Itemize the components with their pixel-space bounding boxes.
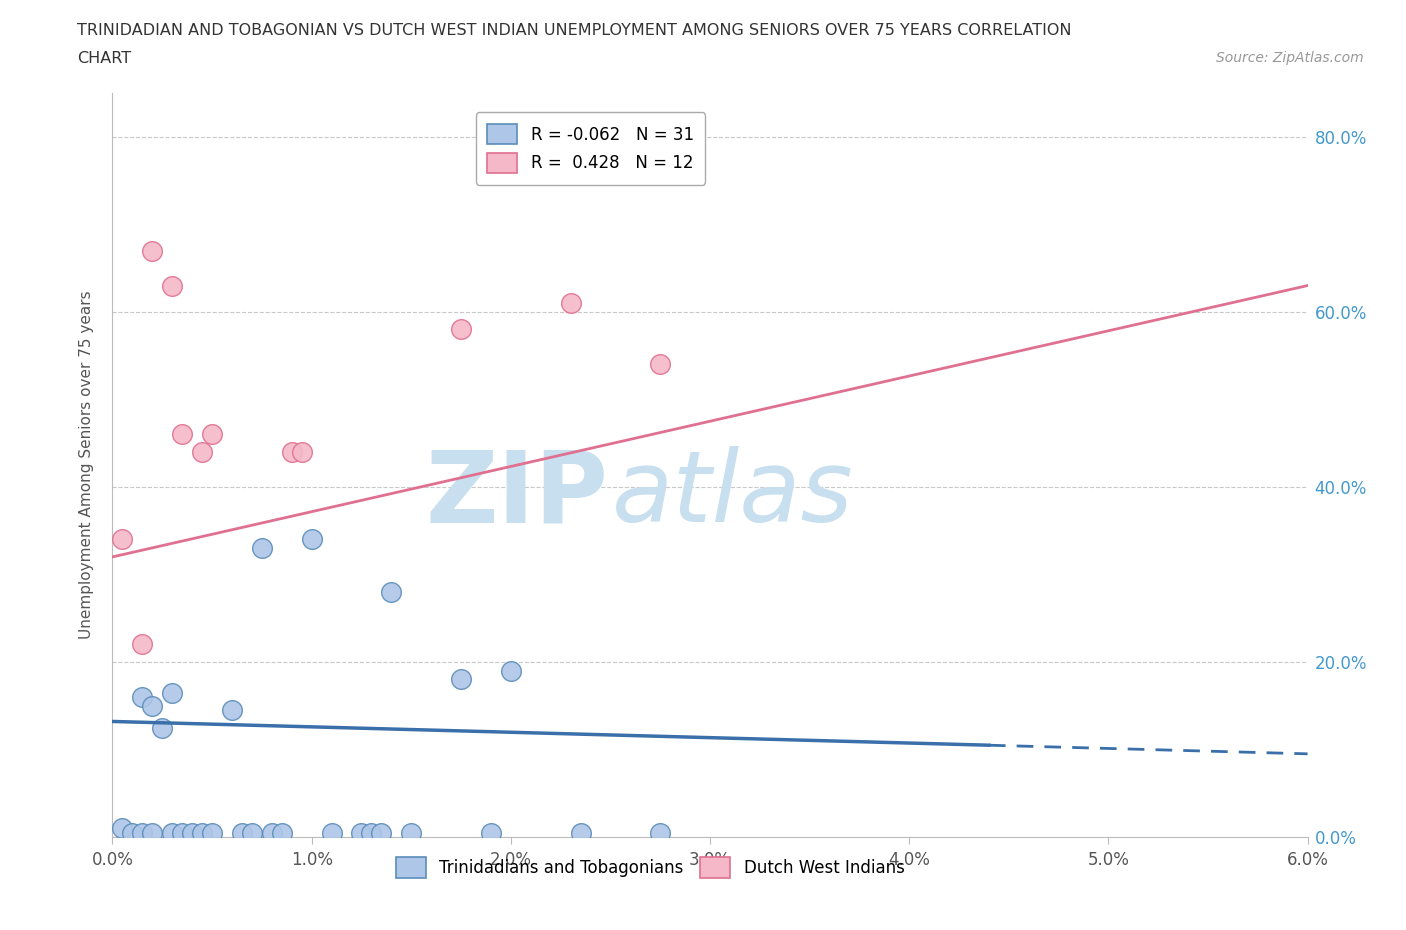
Point: [162, 825, 183, 840]
Point: [111, 821, 134, 836]
Point: [380, 584, 402, 599]
Text: ZIP: ZIP: [426, 446, 609, 543]
Point: [240, 825, 263, 840]
Point: [181, 825, 204, 840]
Point: [141, 243, 163, 258]
Point: [560, 296, 582, 311]
Point: [270, 825, 292, 840]
Point: [231, 825, 253, 840]
Point: [401, 825, 423, 840]
Text: Source: ZipAtlas.com: Source: ZipAtlas.com: [1216, 51, 1364, 65]
Point: [150, 720, 173, 735]
Text: TRINIDADIAN AND TOBAGONIAN VS DUTCH WEST INDIAN UNEMPLOYMENT AMONG SENIORS OVER : TRINIDADIAN AND TOBAGONIAN VS DUTCH WEST…: [77, 23, 1071, 38]
Point: [162, 685, 183, 700]
Point: [141, 825, 163, 840]
Point: [131, 637, 153, 652]
Point: [350, 825, 373, 840]
Point: [370, 825, 392, 840]
Point: [221, 703, 243, 718]
Point: [191, 825, 214, 840]
Point: [121, 825, 143, 840]
Point: [301, 532, 323, 547]
Point: [450, 322, 472, 337]
Legend: Trinidadians and Tobagonians, Dutch West Indians: Trinidadians and Tobagonians, Dutch West…: [389, 851, 911, 884]
Point: [172, 427, 194, 442]
Point: [172, 825, 194, 840]
Point: [131, 825, 153, 840]
Point: [499, 663, 522, 678]
Point: [650, 825, 672, 840]
Point: [479, 825, 502, 840]
Point: [260, 825, 283, 840]
Point: [321, 825, 343, 840]
Point: [162, 278, 183, 293]
Point: [250, 540, 273, 555]
Point: [191, 445, 214, 459]
Point: [569, 825, 592, 840]
Point: [141, 698, 163, 713]
Point: [131, 689, 153, 704]
Point: [201, 825, 224, 840]
Point: [201, 427, 224, 442]
Point: [450, 672, 472, 687]
Text: CHART: CHART: [77, 51, 131, 66]
Point: [291, 445, 314, 459]
Point: [281, 445, 304, 459]
Y-axis label: Unemployment Among Seniors over 75 years: Unemployment Among Seniors over 75 years: [79, 291, 94, 639]
Point: [650, 357, 672, 372]
Point: [360, 825, 382, 840]
Text: atlas: atlas: [612, 446, 853, 543]
Point: [111, 532, 134, 547]
